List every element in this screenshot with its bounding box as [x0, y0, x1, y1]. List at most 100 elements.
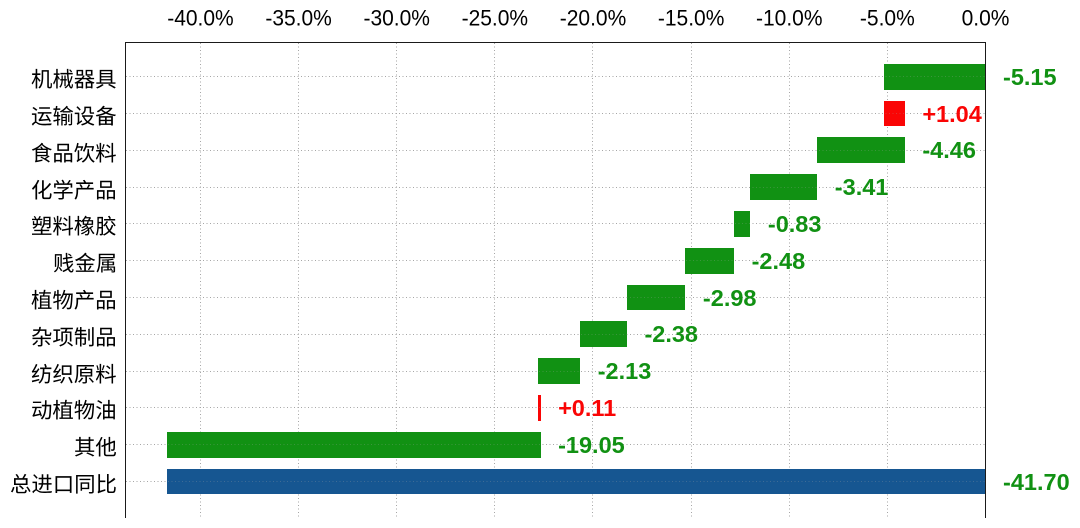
category-label: 纺织原料: [31, 363, 117, 384]
gridline-horizontal-overlay: [125, 370, 986, 372]
bar-segment: [750, 174, 818, 200]
category-label-glyphs: [32, 179, 116, 200]
gridline-vertical: [396, 42, 398, 518]
category-label: 动植物油: [31, 399, 117, 420]
gridline-vertical: [788, 42, 790, 518]
bar-segment: [884, 100, 905, 127]
gridline-vertical: [886, 42, 888, 518]
category-label-text: 动植物油: [31, 399, 32, 400]
bar-segment: [626, 284, 686, 311]
gridline-horizontal-overlay: [125, 297, 986, 298]
category-label: 贱金属: [53, 252, 117, 273]
category-label-text: 总进口同比: [10, 473, 11, 474]
category-label-text: 塑料橡胶: [31, 215, 32, 216]
gridline-vertical: [690, 42, 692, 518]
x-tick-label: -30.0%: [363, 6, 430, 31]
value-label: -41.70: [1003, 468, 1070, 495]
category-label-glyphs: [53, 252, 115, 273]
category-label: 杂项制品: [31, 326, 117, 347]
gridline-vertical: [199, 42, 201, 518]
bar-total: [167, 468, 986, 495]
category-label-text: 食品饮料: [31, 142, 32, 143]
x-tick-label: -25.0%: [461, 6, 529, 31]
axis-spine-top: [124, 41, 987, 44]
axis-spine-left: [124, 41, 127, 519]
x-tick-label: -15.0%: [657, 6, 725, 31]
category-label-glyphs: [31, 289, 116, 310]
category-label: 总进口同比: [10, 473, 117, 494]
category-label-glyphs: [75, 436, 117, 457]
category-label: 化学产品: [31, 179, 117, 200]
bar-segment: [817, 137, 905, 164]
category-label: 机械器具: [31, 68, 117, 89]
category-label: 运输设备: [31, 105, 117, 126]
bar-segment: [884, 63, 986, 90]
value-label: -2.48: [751, 247, 806, 274]
category-label-text: 杂项制品: [31, 326, 32, 327]
category-label: 其他: [74, 436, 117, 457]
gridline-horizontal: [125, 333, 986, 335]
bar-segment: [538, 358, 581, 384]
value-label: -4.46: [922, 137, 976, 164]
gridline-horizontal-overlay: [125, 444, 986, 446]
x-tick-label: -5.0%: [859, 6, 915, 31]
gridline-horizontal: [125, 113, 986, 114]
gridline-horizontal-overlay: [125, 186, 986, 188]
gridline-horizontal-overlay: [125, 223, 986, 225]
gridline-horizontal: [125, 223, 986, 225]
category-label-glyphs: [32, 363, 117, 384]
category-label-glyphs: [32, 400, 116, 420]
gridline-horizontal-overlay: [125, 260, 986, 262]
category-label-text: 运输设备: [31, 105, 32, 106]
x-tick-label: -20.0%: [559, 6, 627, 31]
gridline-horizontal: [125, 76, 986, 78]
value-label: -2.13: [597, 358, 652, 385]
category-label-glyphs: [32, 68, 117, 89]
category-label-glyphs: [32, 216, 117, 236]
category-label-text: 化学产品: [31, 179, 32, 180]
gridline-horizontal: [125, 444, 986, 446]
category-label-glyphs: [32, 142, 117, 163]
bar-segment: [166, 431, 541, 458]
x-tick-label: -40.0%: [167, 6, 234, 31]
category-label: 植物产品: [31, 289, 117, 310]
category-label-glyphs: [32, 326, 116, 347]
category-label-glyphs: [32, 105, 117, 126]
x-tick-label: -35.0%: [265, 6, 332, 31]
gridline-horizontal: [125, 149, 986, 151]
value-label: +1.04: [922, 100, 982, 127]
bar-segment: [538, 395, 541, 421]
bar-segment: [685, 247, 735, 274]
value-label: -2.98: [702, 284, 757, 311]
gridline-horizontal-overlay: [125, 113, 986, 114]
gridline-vertical: [494, 42, 496, 518]
category-label-text: 其他: [74, 436, 75, 437]
category-label-text: 纺织原料: [31, 363, 32, 364]
category-label-text: 植物产品: [31, 289, 32, 290]
x-tick-label: 0.0%: [961, 6, 1010, 31]
gridline-vertical: [298, 42, 300, 518]
gridline-horizontal-overlay: [125, 333, 986, 335]
value-label: -2.38: [644, 321, 699, 348]
gridline-horizontal: [125, 297, 986, 298]
category-label-glyphs: [10, 473, 116, 494]
category-label: 塑料橡胶: [31, 215, 117, 236]
x-tick-label: -10.0%: [755, 6, 823, 31]
gridline-horizontal: [125, 407, 986, 409]
value-label: -19.05: [558, 431, 625, 458]
category-label-text: 机械器具: [31, 68, 32, 69]
gridline-horizontal-overlay: [125, 76, 986, 78]
category-label: 食品饮料: [31, 142, 117, 163]
value-label: -0.83: [767, 210, 822, 237]
gridline-horizontal-overlay: [125, 149, 986, 151]
bar-segment: [734, 211, 751, 237]
axis-spine-right: [984, 41, 987, 519]
gridline-vertical: [592, 42, 594, 518]
value-label: -5.15: [1003, 63, 1057, 90]
value-label: -3.41: [834, 174, 889, 201]
bar-segment: [580, 321, 627, 348]
category-label-text: 贱金属: [53, 252, 54, 253]
gridline-horizontal-overlay: [125, 407, 986, 409]
gridline-horizontal: [125, 186, 986, 188]
gridline-horizontal: [125, 260, 986, 262]
